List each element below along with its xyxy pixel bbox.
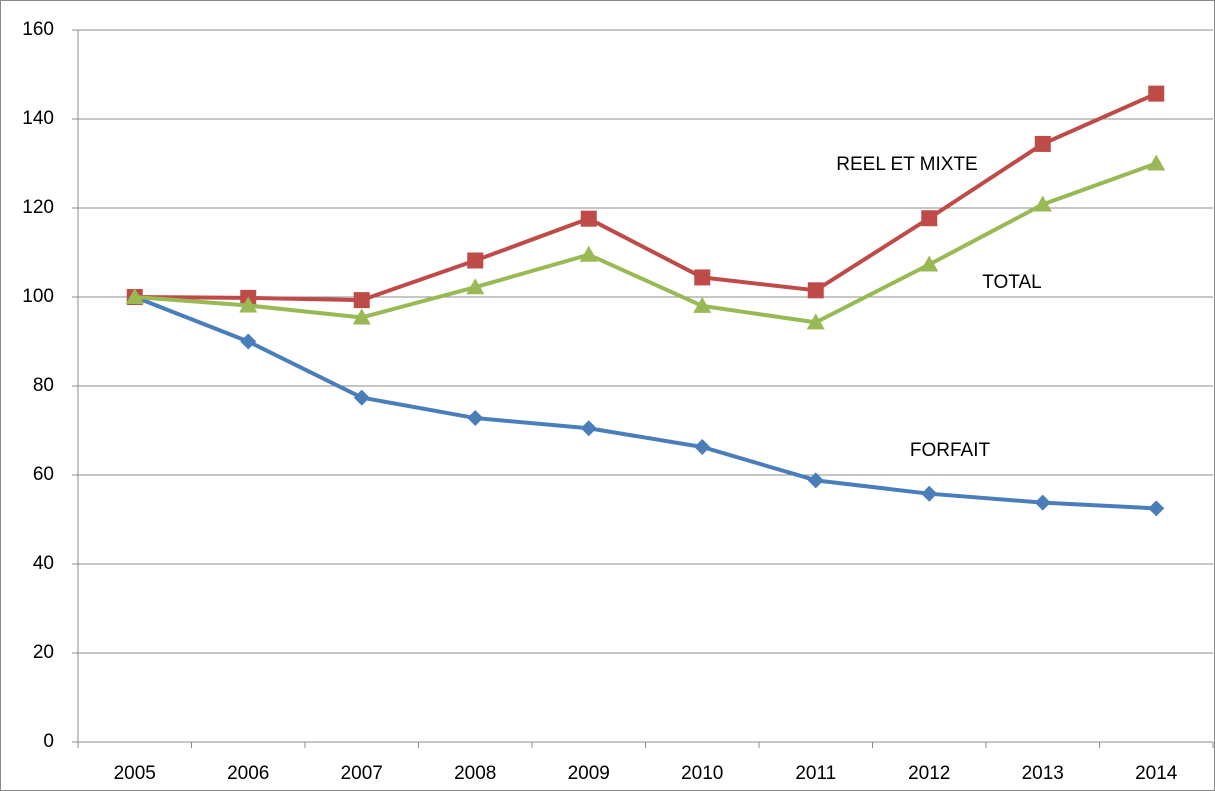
y-tick-label: 0 — [43, 731, 54, 752]
data-point — [579, 245, 598, 262]
data-point — [920, 255, 939, 272]
x-tick-label: 2006 — [227, 763, 269, 784]
series-label: REEL ET MIXTE — [836, 154, 977, 175]
data-point — [467, 410, 484, 427]
data-point — [240, 333, 257, 350]
x-tick-label: 2008 — [454, 763, 496, 784]
data-point — [1034, 135, 1051, 152]
x-tick-label: 2013 — [1022, 763, 1064, 784]
data-point — [807, 282, 824, 299]
data-point — [125, 288, 144, 304]
data-point — [239, 296, 258, 313]
x-tick-label: 2012 — [908, 763, 950, 784]
series-label: FORFAIT — [910, 440, 991, 461]
y-tick-label: 120 — [22, 197, 54, 218]
data-point — [807, 472, 824, 489]
data-point — [1148, 500, 1165, 517]
x-tick-label: 2011 — [795, 763, 836, 784]
y-tick-label: 140 — [22, 108, 54, 129]
data-point — [467, 252, 484, 269]
y-tick-label: 100 — [22, 286, 54, 307]
data-point — [1148, 85, 1165, 102]
data-point — [580, 420, 597, 437]
series-line — [134, 161, 1157, 325]
data-point — [580, 210, 597, 227]
data-point — [1033, 195, 1052, 212]
data-point — [1034, 494, 1051, 511]
x-tick-label: 2009 — [568, 763, 610, 784]
data-point — [353, 389, 370, 406]
data-point — [694, 269, 711, 286]
y-tick-label: 40 — [33, 553, 54, 574]
data-point — [806, 313, 825, 330]
y-tick-label: 80 — [33, 375, 54, 396]
data-point — [694, 438, 711, 455]
data-point — [921, 210, 938, 227]
data-point — [466, 278, 485, 295]
y-tick-label: 20 — [33, 642, 54, 663]
x-tick-label: 2005 — [114, 763, 156, 784]
series-line — [134, 295, 1157, 511]
y-tick-label: 60 — [33, 464, 54, 485]
data-point — [921, 485, 938, 502]
data-point — [1147, 154, 1166, 171]
data-point — [352, 308, 371, 325]
data-point — [353, 292, 370, 309]
x-tick-label: 2014 — [1135, 763, 1178, 784]
x-tick-label: 2010 — [681, 763, 723, 784]
x-tick-label: 2007 — [341, 763, 383, 784]
data-point — [693, 296, 712, 313]
series-line — [134, 91, 1158, 303]
series-label: TOTAL — [982, 272, 1041, 293]
y-tick-label: 160 — [22, 19, 54, 40]
